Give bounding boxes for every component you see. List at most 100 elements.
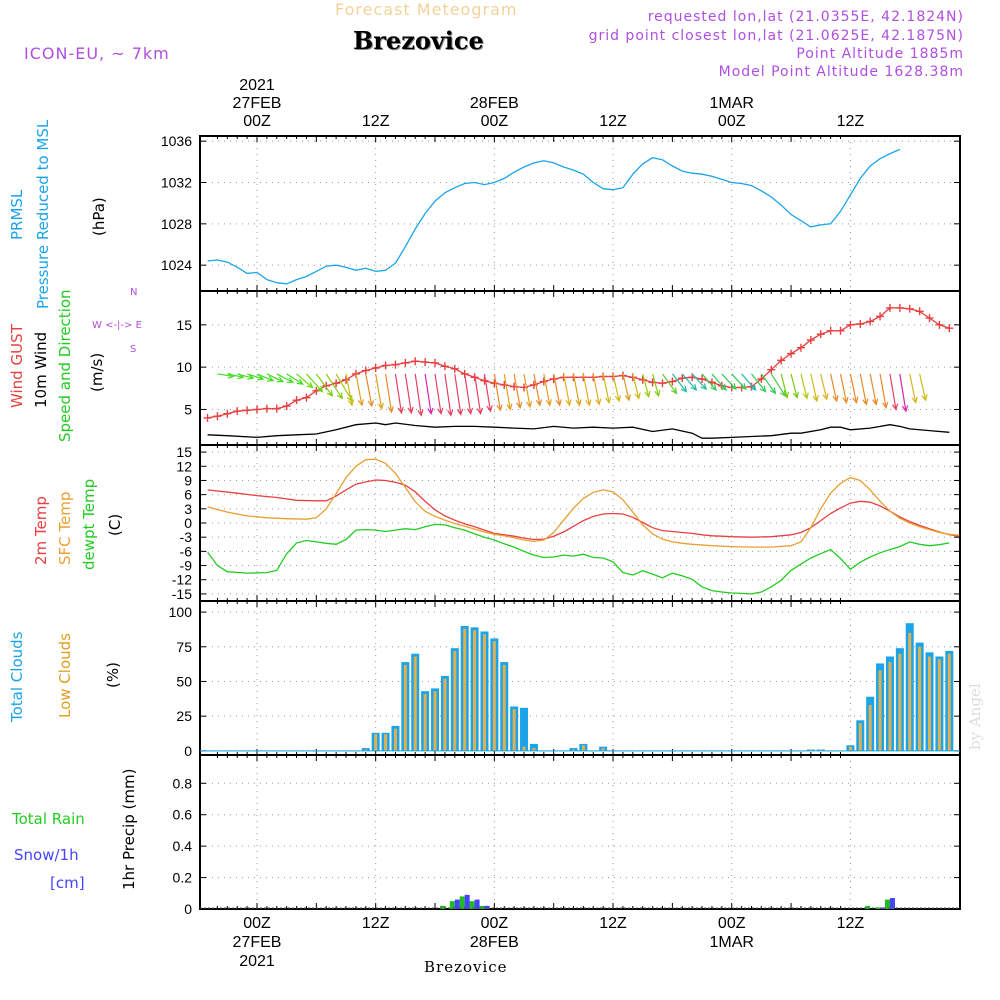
wind-panel: 5 10 15 (176, 290, 961, 446)
wind-direction-arrow (602, 373, 612, 405)
low-cloud-bar (601, 748, 605, 751)
precip-ytick-label: 0.2 (173, 870, 193, 886)
wind-gust-marker (539, 377, 548, 386)
low-cloud-bar (898, 653, 902, 751)
wind-gust-marker (500, 380, 509, 389)
pressure-msl-label: Pressure Reduced to MSL (34, 119, 52, 309)
low-cloud-bar (364, 749, 368, 751)
wind-gust-marker (342, 375, 351, 384)
low-cloud-bar (858, 723, 862, 751)
top-time-label: 2021 (239, 77, 275, 94)
low-cloud-bar (463, 628, 467, 751)
precip-ytick-label: 0.4 (173, 838, 193, 854)
low-cloud-bar (512, 709, 516, 751)
low-cloud-bar (393, 728, 397, 751)
low-cloud-bar (947, 653, 951, 751)
clouds-ytick-label: 100 (169, 604, 193, 620)
wind-gust-marker (332, 379, 341, 388)
snow-label: Snow/1h (14, 846, 79, 864)
wind-direction-arrow (335, 373, 353, 403)
dewpt-temp-label: dewpt Temp (80, 478, 98, 570)
top-time-label: 12Z (362, 113, 390, 130)
snow-bar (454, 899, 460, 909)
wind-gust-marker (678, 374, 687, 383)
rain-bar (865, 905, 871, 909)
rain-bar (449, 901, 455, 909)
gridpoint-coords: grid point closest lon,lat (21.0625E, 42… (588, 28, 964, 44)
chart-title: Forecast Meteogram (335, 0, 518, 19)
wind-gust-marker (925, 314, 934, 323)
compass-south: S (130, 344, 137, 355)
wind-gust-marker (401, 358, 410, 367)
bottom-time-label: 2021 (239, 953, 275, 970)
pressure-ytick-label: 1024 (161, 257, 192, 273)
low-cloud-bar (443, 678, 447, 751)
wind-gust-line (207, 307, 950, 419)
wind-10m-label: 10m Wind (32, 331, 50, 408)
bottom-time-label: 28FEB (470, 934, 519, 951)
pressure-line (207, 148, 901, 285)
bottom-time-label: 27FEB (233, 934, 282, 951)
bottom-time-label: 12Z (362, 915, 390, 932)
top-time-label: 1MAR (709, 95, 753, 112)
top-time-label: 27FEB (233, 95, 282, 112)
low-cloud-bar (868, 705, 872, 751)
wind-ytick-label: 5 (184, 401, 192, 417)
wind-direction-arrow (454, 373, 464, 416)
wind-gust-marker (638, 375, 647, 384)
wind-gust-marker (272, 404, 281, 413)
place-name: Brezovice (353, 26, 484, 55)
temperature-ytick-label: -6 (180, 543, 193, 559)
wind-direction-arrow (830, 373, 839, 403)
wind-gust-marker (440, 362, 449, 371)
wind-gust-marker (668, 377, 677, 386)
precip-ytick-label: 0.6 (173, 807, 193, 823)
pressure-unit-label: (hPa) (90, 197, 108, 236)
clouds-unit-label: (%) (104, 662, 122, 688)
low-cloud-bar (937, 659, 941, 751)
wind-direction-arrow (889, 373, 899, 411)
wind-gust-marker (450, 364, 459, 373)
wind-direction-arrow (315, 373, 334, 398)
bottom-time-label: 12Z (837, 915, 865, 932)
wind-gust-marker (787, 349, 796, 358)
wind-direction-arrow (394, 373, 404, 415)
wind-direction-arrow (622, 373, 631, 402)
temperature-ytick-label: 6 (184, 487, 192, 503)
wind-gust-label: Wind GUST (8, 324, 26, 408)
temperature-ytick-label: 15 (176, 444, 192, 460)
low-cloud-bar (413, 656, 417, 751)
wind-gust-marker (856, 320, 865, 328)
wind-direction-arrow (553, 373, 562, 407)
wind-direction-arrow (404, 373, 414, 415)
precip-frame (199, 754, 961, 910)
wind-direction-arrow (434, 373, 444, 416)
low-cloud-bar (482, 634, 486, 751)
wind-ytick-label: 15 (176, 317, 192, 333)
wind-direction-arrow (513, 373, 523, 410)
wind-gust-marker (292, 396, 301, 405)
wind-direction-arrow (859, 373, 869, 406)
wind-direction-arrow (246, 373, 265, 381)
wind-direction-arrow (572, 373, 582, 407)
wind-direction-arrow (276, 373, 295, 384)
low-clouds-label: Low Clouds (56, 633, 74, 718)
wind-direction-arrow (612, 373, 621, 403)
wind-direction-arrow (384, 373, 394, 414)
pressure-ytick-label: 1032 (161, 175, 192, 191)
low-cloud-bar (532, 748, 536, 751)
wind-direction-arrow (543, 373, 552, 407)
wind-direction-arrow (345, 373, 355, 407)
low-cloud-bar (928, 656, 932, 751)
wind-gust-marker (431, 358, 440, 367)
pressure-ytick-label: 1028 (161, 216, 192, 232)
wind-direction-arrow (721, 373, 737, 391)
wind-direction-arrow (760, 373, 777, 395)
wind-direction-arrow (375, 373, 384, 410)
bottom-time-label: 12Z (599, 915, 627, 932)
credit-watermark: by Angel (966, 683, 984, 750)
wind-gust-marker (876, 312, 885, 321)
precip-unit-label: 1hr Precip (mm) (120, 768, 138, 890)
wind-speed-line (207, 422, 950, 439)
